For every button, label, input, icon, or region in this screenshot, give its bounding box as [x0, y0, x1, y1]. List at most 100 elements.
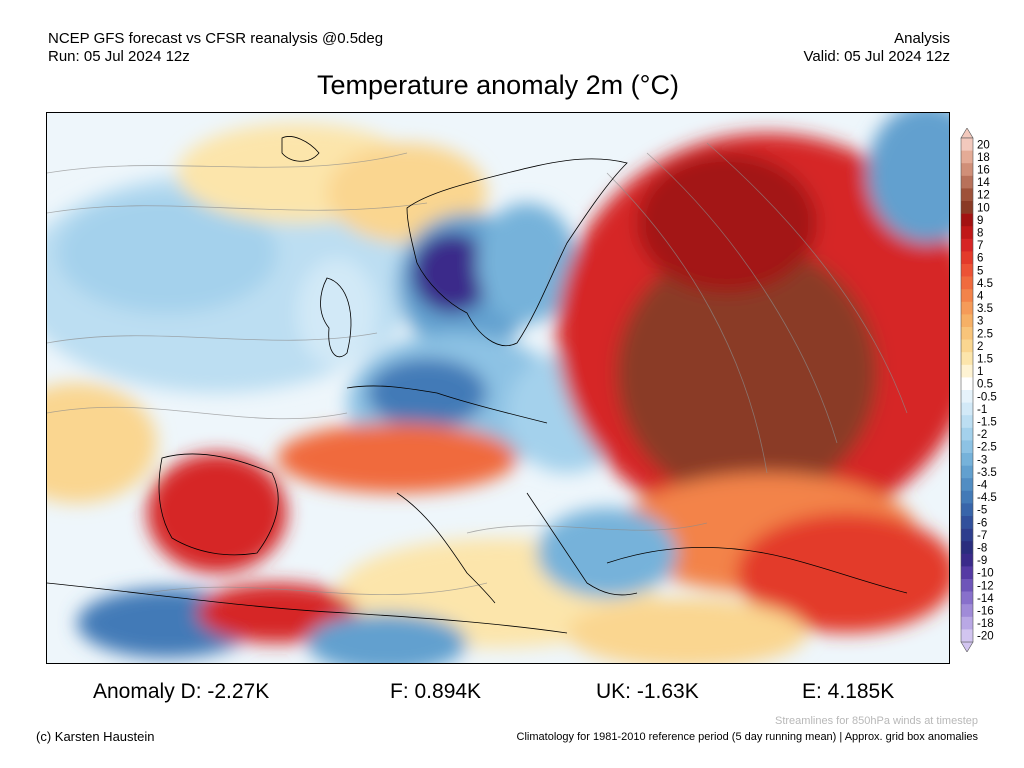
colorbar-graphic: 201816141210987654.543.532.521.510.5-0.5…: [960, 127, 997, 653]
colorbar-label: -10: [977, 568, 994, 580]
colorbar-label: 5: [977, 265, 983, 277]
climatology-note: Climatology for 1981-2010 reference peri…: [516, 731, 978, 743]
anomaly-map-graphic: [47, 113, 949, 663]
colorbar-swatch: [961, 516, 973, 529]
colorbar-swatch: [961, 528, 973, 542]
colorbar-swatch: [961, 188, 973, 202]
colorbar-swatch: [961, 440, 973, 454]
colorbar-label: 14: [977, 177, 990, 189]
colorbar-label: -2: [977, 429, 987, 441]
colorbar-label: 9: [977, 215, 983, 227]
credit: (c) Karsten Haustein: [36, 729, 155, 744]
colorbar-label: -6: [977, 517, 987, 529]
analysis-label: Analysis: [894, 30, 950, 47]
colorbar-label: -18: [977, 618, 994, 630]
colorbar-swatch: [961, 339, 973, 353]
stat-germany: Anomaly D: -2.27K: [93, 680, 270, 703]
colorbar-label: -0.5: [977, 391, 997, 403]
header-right: Analysis Valid: 05 Jul 2024 12z: [804, 30, 951, 66]
colorbar-swatch: [961, 264, 973, 277]
colorbar-label: 4: [977, 291, 984, 303]
colorbar-label: 18: [977, 152, 990, 164]
colorbar-swatch: [961, 238, 973, 252]
colorbar-swatch: [961, 453, 973, 466]
colorbar-label: 3.5: [977, 303, 993, 315]
colorbar-swatch: [961, 541, 973, 555]
colorbar-label: 3: [977, 316, 983, 328]
colorbar-label: -8: [977, 543, 987, 555]
colorbar-label: -14: [977, 593, 994, 605]
colorbar-label: -2.5: [977, 442, 997, 454]
colorbar-swatch: [961, 226, 973, 240]
colorbar-swatch: [961, 213, 973, 227]
colorbar-swatch: [961, 629, 973, 643]
colorbar-swatch: [961, 276, 973, 290]
colorbar-swatch: [961, 138, 973, 151]
model-description: NCEP GFS forecast vs CFSR reanalysis @0.…: [48, 30, 384, 47]
colorbar-swatch: [961, 327, 973, 340]
colorbar-swatch: [961, 616, 973, 630]
colorbar-swatch: [961, 591, 973, 605]
colorbar-label: -5: [977, 505, 987, 517]
colorbar-swatch: [961, 490, 973, 504]
colorbar-label: -4.5: [977, 492, 997, 504]
map-title: Temperature anomaly 2m (°C): [317, 70, 679, 100]
colorbar-swatch: [961, 301, 973, 315]
colorbar-label: 1.5: [977, 354, 993, 366]
colorbar-swatch: [961, 201, 973, 214]
colorbar-swatch: [961, 150, 973, 164]
stat-uk: UK: -1.63K: [596, 680, 699, 703]
colorbar-swatch: [961, 604, 973, 618]
colorbar-label: 1: [977, 366, 983, 378]
colorbar-label: 8: [977, 228, 983, 240]
colorbar-label: 2.5: [977, 328, 993, 340]
stat-france: F: 0.894K: [390, 680, 482, 703]
colorbar-label: -1.5: [977, 417, 997, 429]
colorbar-frame: [960, 137, 974, 643]
header-left: NCEP GFS forecast vs CFSR reanalysis @0.…: [48, 30, 383, 66]
colorbar-swatch: [961, 553, 973, 567]
colorbar-label: 6: [977, 253, 983, 265]
colorbar-label: -12: [977, 580, 994, 592]
regional-stats: Anomaly D: -2.27K F: 0.894K UK: -1.63K E…: [0, 680, 1024, 706]
colorbar-swatch: [961, 314, 973, 328]
colorbar-label: -3: [977, 454, 987, 466]
colorbar-swatch: [961, 289, 973, 303]
colorbar-label: 4.5: [977, 278, 993, 290]
colorbar-swatch: [961, 352, 973, 366]
colorbar-label: -4: [977, 480, 988, 492]
streamlines: [47, 142, 908, 595]
anomaly-map: [46, 112, 950, 664]
colorbar-swatch: [961, 465, 973, 479]
run-time: Run: 05 Jul 2024 12z: [48, 48, 190, 65]
colorbar-swatch: [961, 503, 973, 517]
colorbar-swatch: [961, 478, 973, 492]
colorbar-swatch: [961, 566, 973, 580]
colorbar-label: 0.5: [977, 379, 993, 391]
streamlines-note: Streamlines for 850hPa winds at timestep: [775, 715, 978, 727]
colorbar-swatch: [961, 251, 973, 265]
colorbar-swatch: [961, 364, 973, 378]
colorbar-label: -20: [977, 631, 994, 643]
colorbar-swatch: [961, 402, 973, 416]
colorbar-label: -3.5: [977, 467, 997, 479]
colorbar-label: -16: [977, 606, 994, 618]
colorbar-swatch: [961, 163, 973, 177]
colorbar-swatch: [961, 175, 973, 189]
colorbar-label: 7: [977, 240, 983, 252]
colorbar-legend: 20 18 16 14 12 10 9 8 7 6 5 4.5 4 3.5 3 2.5 2 1.5 1 0.5 -0.5…: [955, 127, 1024, 653]
colorbar-label: 10: [977, 202, 990, 214]
colorbar-top-arrow: [960, 127, 974, 139]
colorbar-label: -1: [977, 404, 987, 416]
colorbar-swatch: [961, 415, 973, 429]
colorbar-label: -9: [977, 555, 987, 567]
colorbar-label: 20: [977, 139, 990, 151]
valid-time: Valid: 05 Jul 2024 12z: [803, 48, 951, 65]
colorbar-label: 12: [977, 190, 990, 202]
coastlines: [47, 136, 908, 634]
colorbar-bottom-arrow: [960, 641, 974, 653]
stat-europe: E: 4.185K: [802, 680, 895, 703]
colorbar-label: 2: [977, 341, 983, 353]
colorbar-swatch: [961, 579, 973, 592]
colorbar-swatch: [961, 390, 973, 403]
